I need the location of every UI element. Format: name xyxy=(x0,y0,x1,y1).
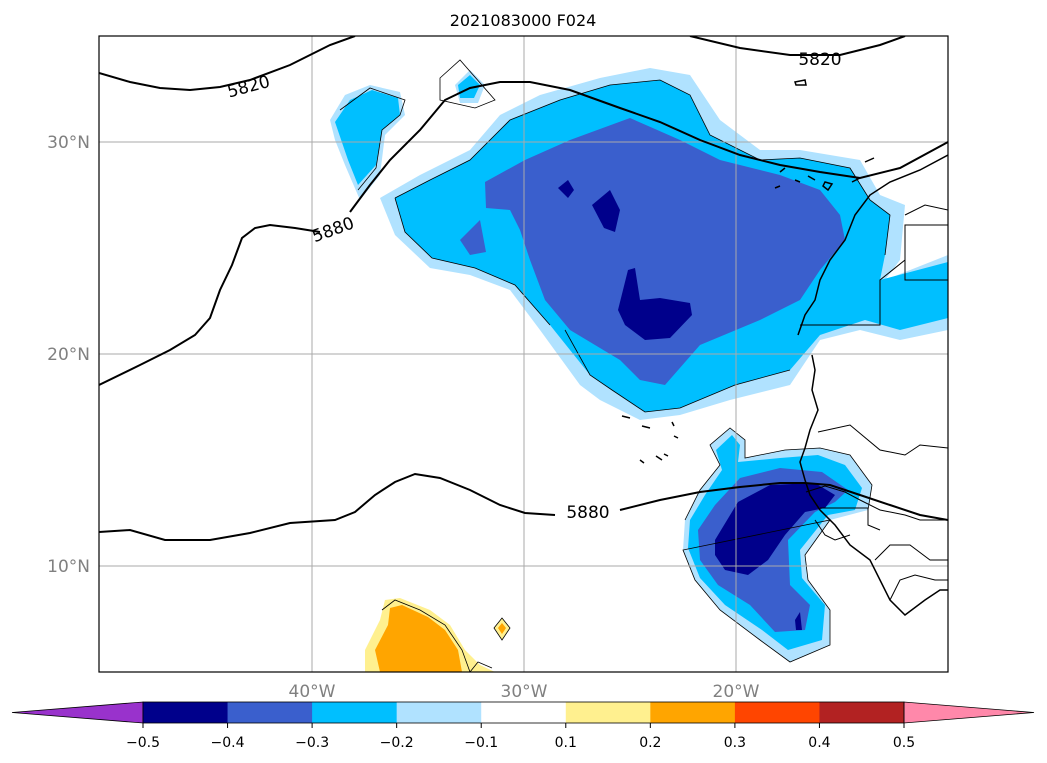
latitude-labels: 30°N 20°N 10°N xyxy=(47,133,90,577)
height-contours xyxy=(99,36,948,541)
colorbar-tick-label: −0.4 xyxy=(211,735,245,751)
latitude-label: 10°N xyxy=(47,557,90,577)
colorbar-swatch xyxy=(227,702,313,723)
colorbar-tick-label: −0.3 xyxy=(295,735,329,751)
latitude-label: 30°N xyxy=(47,133,90,153)
positive-anomaly-region xyxy=(365,598,511,672)
longitude-label: 20°W xyxy=(713,682,760,702)
graticule xyxy=(99,36,948,672)
colorbar-tick-label: −0.5 xyxy=(126,735,160,751)
contour-labels: 5820 5820 5880 5880 xyxy=(225,50,841,523)
colorbar-swatch xyxy=(143,702,229,723)
colorbar-swatch xyxy=(481,702,567,723)
colorbar-tick-label: 0.3 xyxy=(724,735,746,751)
colorbar-extend-low xyxy=(11,701,144,724)
colorbar-swatch xyxy=(312,702,398,723)
colorbar-tick-label: 0.5 xyxy=(893,735,915,751)
map-frame xyxy=(98,35,949,673)
country-borders xyxy=(800,204,948,601)
colorbar-swatch xyxy=(396,702,482,723)
colorbar-tick-label: 0.1 xyxy=(555,735,577,751)
colorbar-swatch xyxy=(819,702,905,723)
longitude-label: 30°W xyxy=(501,682,548,702)
colorbar-tick-label: 0.2 xyxy=(639,735,661,751)
colorbar-swatch xyxy=(734,702,820,723)
colorbar-extend-high xyxy=(903,701,1035,724)
colorbar-tick-label: −0.2 xyxy=(380,735,414,751)
colorbar-frame xyxy=(142,701,905,724)
colorbar-tick-label: 0.4 xyxy=(808,735,830,751)
contour-label: 5820 xyxy=(798,50,841,70)
longitude-labels: 40°W 30°W 20°W xyxy=(289,682,760,702)
longitude-label: 40°W xyxy=(289,682,336,702)
colorbar: −0.5 −0.4 −0.3 −0.2 −0.1 0.1 0.2 0.3 0.4 0.5 xyxy=(11,701,1035,751)
colorbar-swatch xyxy=(565,702,651,723)
colorbar-tick-label: −0.1 xyxy=(464,735,498,751)
figure-title: 2021083000 F024 xyxy=(450,11,597,30)
contour-label: 5880 xyxy=(566,503,609,523)
coastlines xyxy=(621,79,948,616)
latitude-label: 20°N xyxy=(47,345,90,365)
colorbar-swatch xyxy=(650,702,736,723)
map-plot-area: 5820 5820 5880 5880 xyxy=(99,36,948,672)
